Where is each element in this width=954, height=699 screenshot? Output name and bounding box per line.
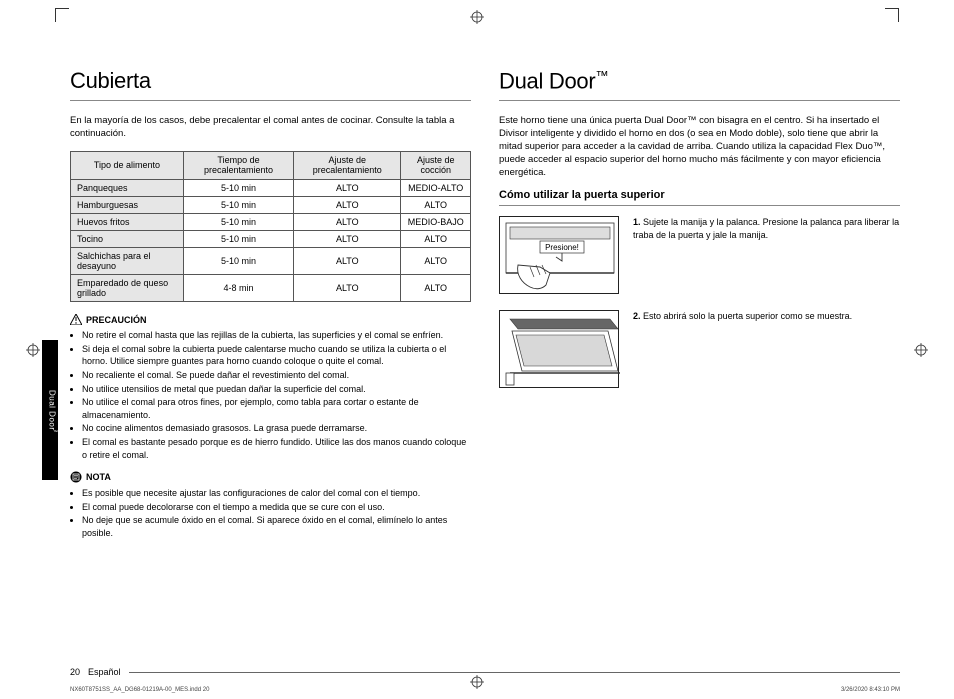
right-column: Dual Door™ Este horno tiene una única pu…: [499, 20, 900, 550]
table-cell: 4-8 min: [183, 275, 293, 302]
table-cell: Tocino: [71, 231, 184, 248]
list-item: El comal puede decolorarse con el tiempo…: [82, 501, 471, 514]
table-cell: ALTO: [294, 231, 401, 248]
list-item: Es posible que necesite ajustar las conf…: [82, 487, 471, 500]
table-cell: ALTO: [401, 248, 471, 275]
table-cell: ALTO: [294, 214, 401, 231]
intro-text: Este horno tiene una única puerta Dual D…: [499, 115, 900, 179]
table-row: Salchichas para el desayuno5-10 minALTOA…: [71, 248, 471, 275]
nota-label: NOTA: [86, 472, 111, 482]
nota-heading: NOTA: [70, 471, 471, 483]
table-cell: 5-10 min: [183, 214, 293, 231]
press-label: Presione!: [545, 243, 579, 252]
table-cell: MEDIO-BAJO: [401, 214, 471, 231]
cooking-table: Tipo de alimento Tiempo de precalentamie…: [70, 151, 471, 303]
table-header: Tiempo de precalentamiento: [183, 151, 293, 180]
table-cell: 5-10 min: [183, 197, 293, 214]
table-row: Panqueques5-10 minALTOMEDIO-ALTO: [71, 180, 471, 197]
table-header: Tipo de alimento: [71, 151, 184, 180]
list-item: No cocine alimentos demasiado grasosos. …: [82, 422, 471, 435]
step-2: 2. Esto abrirá solo la puerta superior c…: [499, 310, 900, 388]
registration-mark: [914, 343, 928, 357]
table-cell: ALTO: [294, 197, 401, 214]
table-cell: Emparedado de queso grillado: [71, 275, 184, 302]
table-row: Emparedado de queso grillado4-8 minALTOA…: [71, 275, 471, 302]
table-cell: ALTO: [401, 231, 471, 248]
list-item: Si deja el comal sobre la cubierta puede…: [82, 343, 471, 368]
table-cell: ALTO: [294, 180, 401, 197]
table-cell: Huevos fritos: [71, 214, 184, 231]
divider: [499, 205, 900, 206]
step-illustration: Presione!: [499, 216, 619, 294]
table-cell: MEDIO-ALTO: [401, 180, 471, 197]
print-meta: NX60T8751SS_AA_DG68-01219A-00_MES.indd 2…: [70, 687, 900, 693]
footer-rule: [129, 672, 900, 673]
step-1: Presione! 1. Sujete la manija y la palan…: [499, 216, 900, 294]
step-text: 1. Sujete la manija y la palanca. Presio…: [633, 216, 900, 294]
list-item: El comal es bastante pesado porque es de…: [82, 436, 471, 461]
divider: [70, 100, 471, 101]
table-header: Ajuste de precalentamiento: [294, 151, 401, 180]
table-row: Tocino5-10 minALTOALTO: [71, 231, 471, 248]
precaution-heading: PRECAUCIÓN: [70, 314, 471, 325]
list-item: No recaliente el comal. Se puede dañar e…: [82, 369, 471, 382]
list-item: No retire el comal hasta que las rejilla…: [82, 329, 471, 342]
table-header: Ajuste de cocción: [401, 151, 471, 180]
meta-file: NX60T8751SS_AA_DG68-01219A-00_MES.indd 2…: [70, 687, 209, 693]
table-cell: 5-10 min: [183, 180, 293, 197]
step-text: 2. Esto abrirá solo la puerta superior c…: [633, 310, 852, 388]
note-icon: [70, 471, 82, 483]
subsection-title: Cómo utilizar la puerta superior: [499, 189, 900, 201]
nota-list: Es posible que necesite ajustar las conf…: [70, 487, 471, 539]
section-title: Dual Door™: [499, 68, 900, 94]
section-title: Cubierta: [70, 68, 471, 94]
left-column: Cubierta En la mayoría de los casos, deb…: [70, 20, 471, 550]
list-item: No utilice utensilios de metal que pueda…: [82, 383, 471, 396]
side-tab: Dual Door™: [42, 340, 58, 480]
table-cell: 5-10 min: [183, 248, 293, 275]
table-cell: ALTO: [294, 275, 401, 302]
meta-time: 3/26/2020 8:43:10 PM: [841, 687, 900, 693]
list-item: No utilice el comal para otros fines, po…: [82, 396, 471, 421]
page-footer: 20 Español: [70, 667, 900, 677]
table-cell: ALTO: [294, 248, 401, 275]
table-cell: Salchichas para el desayuno: [71, 248, 184, 275]
crop-mark: [55, 8, 69, 22]
footer-lang: Español: [88, 667, 121, 677]
table-cell: Panqueques: [71, 180, 184, 197]
step-illustration: [499, 310, 619, 388]
table-cell: ALTO: [401, 275, 471, 302]
table-cell: ALTO: [401, 197, 471, 214]
table-row: Hamburguesas5-10 minALTOALTO: [71, 197, 471, 214]
registration-mark: [26, 343, 40, 357]
warning-icon: [70, 314, 82, 325]
divider: [499, 100, 900, 101]
page-number: 20: [70, 667, 80, 677]
precaution-label: PRECAUCIÓN: [86, 315, 147, 325]
list-item: No deje que se acumule óxido en el comal…: [82, 514, 471, 539]
table-cell: 5-10 min: [183, 231, 293, 248]
precaution-list: No retire el comal hasta que las rejilla…: [70, 329, 471, 461]
intro-text: En la mayoría de los casos, debe precale…: [70, 115, 471, 141]
table-cell: Hamburguesas: [71, 197, 184, 214]
table-row: Huevos fritos5-10 minALTOMEDIO-BAJO: [71, 214, 471, 231]
